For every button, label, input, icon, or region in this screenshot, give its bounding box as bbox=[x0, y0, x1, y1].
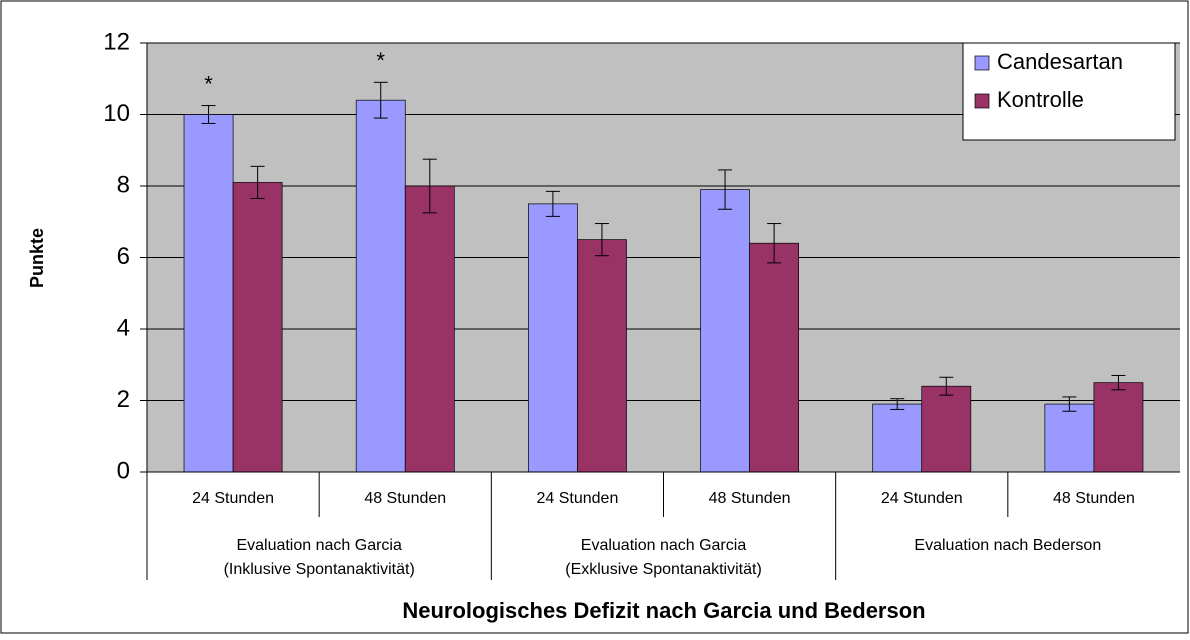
y-tick-label: 10 bbox=[103, 100, 130, 127]
bar bbox=[872, 403, 923, 473]
bar bbox=[749, 242, 800, 473]
x-tick-label: 24 Stunden bbox=[881, 490, 963, 507]
x-tick-label: 48 Stunden bbox=[1053, 490, 1135, 507]
group-label: Evaluation nach Garcia bbox=[236, 537, 402, 554]
significance-label: * bbox=[204, 71, 213, 96]
x-tick-label: 48 Stunden bbox=[709, 490, 791, 507]
group-label: (Inklusive Spontanaktivität) bbox=[224, 561, 415, 578]
bar bbox=[527, 203, 578, 473]
y-axis-title: Punkte bbox=[27, 228, 47, 288]
y-tick-label: 4 bbox=[117, 314, 130, 341]
legend-box bbox=[962, 42, 1176, 141]
x-tick-label: 24 Stunden bbox=[192, 490, 274, 507]
bar bbox=[183, 114, 234, 473]
bar bbox=[921, 385, 972, 473]
x-axis-title: Neurologisches Defizit nach Garcia und B… bbox=[402, 598, 925, 623]
bar bbox=[700, 189, 750, 473]
legend-label: Kontrolle bbox=[997, 87, 1084, 112]
legend-swatch bbox=[974, 55, 990, 71]
bar bbox=[404, 185, 455, 473]
bar bbox=[1044, 403, 1095, 473]
x-tick-label: 48 Stunden bbox=[364, 490, 446, 507]
significance-label: * bbox=[376, 48, 385, 73]
legend-swatch bbox=[974, 93, 990, 109]
legend-label: Candesartan bbox=[997, 49, 1123, 74]
y-tick-label: 8 bbox=[117, 171, 130, 198]
group-label: (Exklusive Spontanaktivität) bbox=[565, 561, 762, 578]
y-tick-label: 2 bbox=[117, 386, 130, 413]
bar bbox=[232, 182, 283, 473]
group-label: Evaluation nach Garcia bbox=[581, 537, 747, 554]
y-tick-label: 12 bbox=[103, 28, 130, 55]
bar bbox=[577, 239, 627, 473]
y-tick-label: 0 bbox=[117, 457, 130, 484]
y-tick-label: 6 bbox=[117, 243, 130, 270]
group-label: Evaluation nach Bederson bbox=[914, 537, 1101, 554]
bar bbox=[355, 99, 406, 473]
bar bbox=[1093, 382, 1144, 473]
x-tick-label: 24 Stunden bbox=[536, 490, 618, 507]
